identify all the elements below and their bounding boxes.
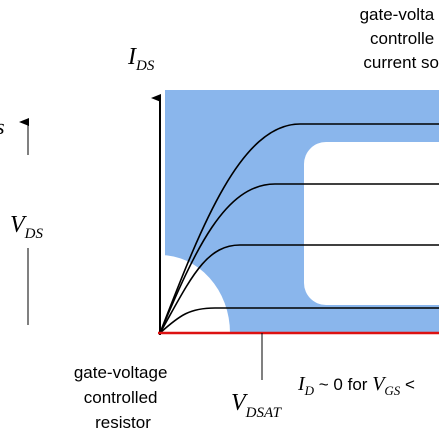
label-line: gate-volta [360, 5, 435, 24]
main: I [127, 44, 137, 70]
curve [159, 244, 439, 334]
sub: DSAT [245, 405, 283, 421]
left-label: VDS [10, 212, 44, 242]
main: V [10, 212, 27, 238]
cutoff-label: ID ~ 0 for VGS < [297, 373, 415, 398]
y-axis-label: IDS [127, 44, 155, 74]
top-right-label: gate-volta controlle current so [360, 5, 439, 72]
x-marker-label: VDSAT [231, 390, 283, 421]
part: ~ 0 for [314, 375, 372, 394]
part: V [372, 373, 387, 395]
left-fragment: s [0, 114, 5, 139]
main: V [231, 390, 248, 416]
label-line: controlled [84, 388, 158, 407]
label-line: resistor [95, 413, 151, 432]
part: < [400, 375, 415, 394]
iv-curves [159, 123, 439, 334]
sub: D [304, 383, 315, 398]
curve [159, 123, 439, 334]
label-line: controlle [370, 29, 434, 48]
part: I [297, 373, 306, 395]
label-line: gate-voltage [74, 363, 168, 382]
sub: DS [135, 58, 155, 74]
resistor-region [160, 255, 230, 333]
curve [159, 307, 439, 334]
label-line: current so [363, 53, 439, 72]
sub: DS [24, 226, 44, 242]
current-source-region [304, 142, 439, 305]
sub: GS [384, 383, 400, 398]
curve [159, 183, 439, 334]
bottom-left-label: gate-voltage controlled resistor [74, 363, 172, 432]
